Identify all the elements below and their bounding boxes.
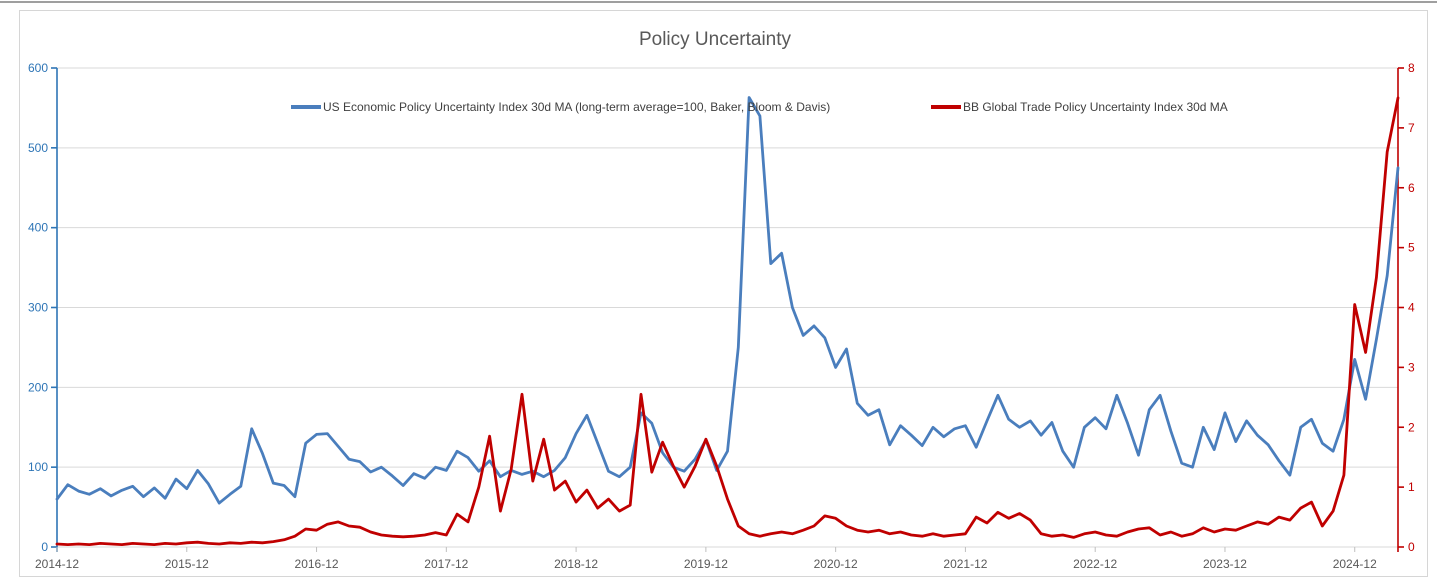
y-axis-left-tick-label: 500 xyxy=(28,141,48,155)
y-axis-left-tick-label: 300 xyxy=(28,301,48,315)
us-epu-series-line xyxy=(55,96,1400,505)
x-axis-tick-label: 2023-12 xyxy=(1203,557,1247,571)
y-axis-right-tick-label: 2 xyxy=(1408,420,1415,434)
x-axis-tick-label: 2019-12 xyxy=(684,557,728,571)
x-axis-tick-label: 2017-12 xyxy=(424,557,468,571)
x-axis-tick-label: 2022-12 xyxy=(1073,557,1117,571)
legend-item-gtpu: BB Global Trade Policy Uncertainty Index… xyxy=(931,100,1228,114)
axes: 0 100 200 300 400 500 600 0 1 2 3 4 5 6 7 8 2014-12 2015-… xyxy=(28,61,1415,571)
y-axis-left-tick-label: 400 xyxy=(28,221,48,235)
x-axis-tick-label: 2014-12 xyxy=(35,557,79,571)
y-axis-right-tick-label: 8 xyxy=(1408,61,1415,75)
legend: US Economic Policy Uncertainty Index 30d… xyxy=(291,100,1228,114)
y-axis-right-tick-label: 7 xyxy=(1408,121,1415,135)
y-axis-right-tick-label: 5 xyxy=(1408,241,1415,255)
y-axis-left-tick-label: 200 xyxy=(28,380,48,394)
y-axis-left-tick-label: 100 xyxy=(28,460,48,474)
chart-border xyxy=(19,10,1428,577)
x-axis-tick-label: 2018-12 xyxy=(554,557,598,571)
x-axis-tick-label: 2020-12 xyxy=(814,557,858,571)
x-axis-tick-label: 2016-12 xyxy=(295,557,339,571)
x-axis-tick-label: 2024-12 xyxy=(1333,557,1377,571)
y-axis-right-tick-label: 3 xyxy=(1408,360,1415,374)
chart-title: Policy Uncertainty xyxy=(639,29,792,50)
x-axis-tick-label: 2021-12 xyxy=(943,557,987,571)
series-lines xyxy=(55,96,1400,546)
y-axis-left-tick-label: 600 xyxy=(28,61,48,75)
y-axis-right-tick-label: 1 xyxy=(1408,480,1415,494)
legend-item-us-epu: US Economic Policy Uncertainty Index 30d… xyxy=(291,100,830,114)
y-axis-right-tick-label: 6 xyxy=(1408,181,1415,195)
y-axis-right-tick-label: 4 xyxy=(1408,301,1415,315)
y-axis-left-tick-label: 0 xyxy=(41,540,48,554)
y-axis-right-tick-label: 0 xyxy=(1408,540,1415,554)
gridlines xyxy=(57,67,1398,548)
gtpu-legend-label: BB Global Trade Policy Uncertainty Index… xyxy=(963,100,1228,114)
us-epu-legend-label: US Economic Policy Uncertainty Index 30d… xyxy=(323,100,830,114)
x-axis-tick-label: 2015-12 xyxy=(165,557,209,571)
gtpu-series-line xyxy=(55,96,1400,546)
